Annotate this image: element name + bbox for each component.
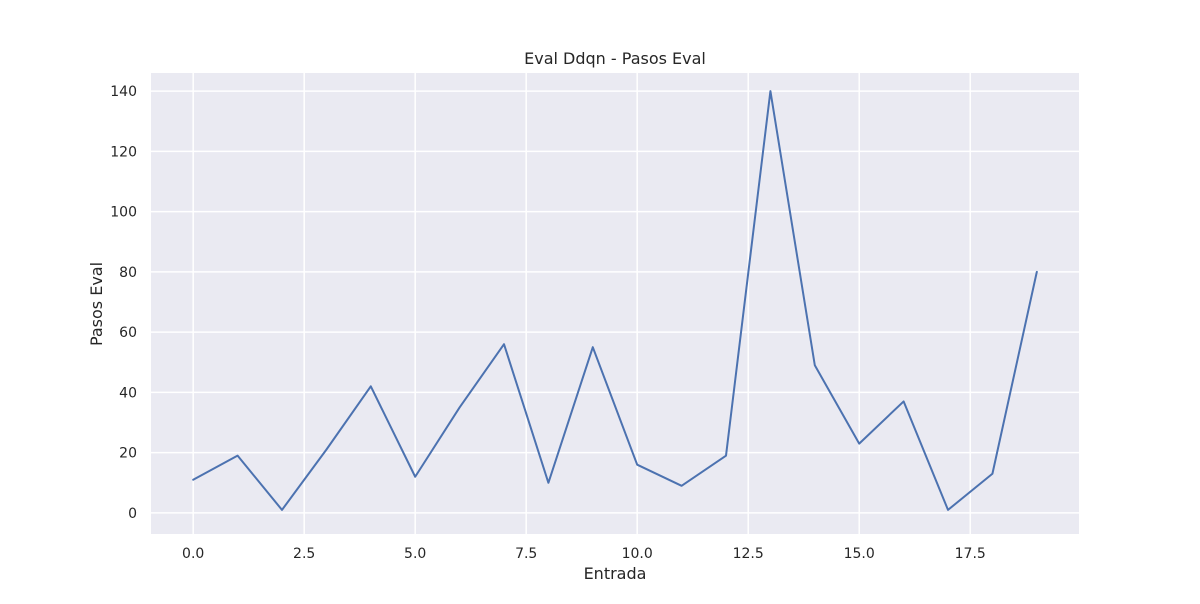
x-axis-label: Entrada — [584, 564, 647, 583]
y-tick-label: 0 — [128, 506, 137, 522]
data-point — [992, 473, 994, 475]
x-tick-label: 15.0 — [844, 546, 875, 562]
series-line — [192, 90, 1038, 511]
data-point — [770, 90, 772, 92]
plot-area — [151, 73, 1079, 534]
x-tick-label: 7.5 — [515, 546, 537, 562]
data-point — [326, 449, 328, 451]
y-axis-label: Pasos Eval — [87, 262, 106, 346]
y-tick-label: 20 — [119, 446, 137, 462]
data-point — [814, 364, 816, 366]
x-tick-label: 17.5 — [955, 546, 986, 562]
x-tick-label: 2.5 — [293, 546, 315, 562]
x-tick-label: 0.0 — [182, 546, 204, 562]
y-tick-label: 40 — [119, 385, 137, 401]
data-point — [459, 407, 461, 409]
data-point — [370, 386, 372, 388]
series-layer — [192, 90, 1038, 511]
data-point — [192, 479, 194, 481]
x-tick-label: 12.5 — [733, 546, 764, 562]
y-tick-label: 100 — [110, 205, 137, 221]
data-point — [681, 485, 683, 487]
y-axis-ticks: 0 20 40 60 80 100 120 140 — [110, 84, 137, 522]
data-point — [1036, 271, 1038, 273]
data-point — [725, 455, 727, 457]
data-point — [548, 482, 550, 484]
data-point — [503, 343, 505, 345]
data-point — [903, 401, 905, 403]
x-axis-ticks: 0.0 2.5 5.0 7.5 10.0 12.5 15.0 17.5 — [182, 546, 986, 562]
y-tick-label: 80 — [119, 265, 137, 281]
data-point — [414, 476, 416, 478]
data-point — [281, 509, 283, 511]
chart-title: Eval Ddqn - Pasos Eval — [524, 49, 706, 68]
data-point — [237, 455, 239, 457]
y-tick-label: 140 — [110, 84, 137, 100]
data-point — [858, 443, 860, 445]
y-tick-label: 120 — [110, 144, 137, 160]
data-point — [592, 346, 594, 348]
x-tick-label: 10.0 — [622, 546, 653, 562]
y-tick-label: 60 — [119, 325, 137, 341]
x-tick-label: 5.0 — [404, 546, 426, 562]
data-point — [636, 464, 638, 466]
data-point — [947, 509, 949, 511]
